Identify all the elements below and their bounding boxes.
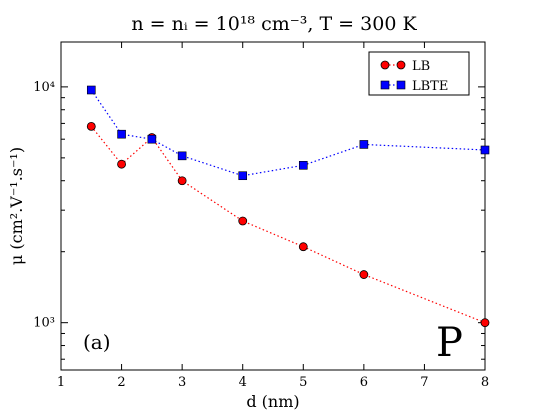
data-point-lb: [480, 318, 490, 328]
data-point-lb: [177, 176, 187, 186]
legend-marker-lb: [380, 60, 390, 70]
x-tick-label: 5: [299, 375, 307, 390]
x-axis-title: d (nm): [246, 392, 299, 411]
legend: LB LBTE: [368, 51, 470, 96]
x-tick-label: 1: [57, 375, 65, 390]
x-tick-label: 2: [117, 375, 125, 390]
data-point-lbte: [238, 171, 248, 181]
series-line-lb: [90, 126, 486, 324]
y-tick-label: 10³: [33, 316, 55, 331]
legend-label-lb: LB: [412, 59, 430, 74]
x-tick-label: 4: [239, 375, 247, 390]
data-point-lbte: [147, 134, 157, 144]
data-point-lbte: [480, 145, 490, 155]
element-annotation: P: [436, 320, 463, 366]
data-point-lb: [238, 216, 248, 226]
data-point-lb: [359, 270, 369, 279]
data-point-lbte: [298, 160, 308, 170]
x-tick-label: 3: [178, 375, 186, 390]
series-layer: [86, 85, 490, 328]
plot-area-frame: [60, 41, 486, 371]
data-point-lbte: [177, 151, 187, 161]
axis-ticks: 1 2 3 4 5 6 7 8 10³ 10⁴: [33, 42, 489, 390]
series-line-lbte: [90, 89, 486, 177]
legend-label-lbte: LBTE: [412, 79, 448, 94]
data-point-lbte: [86, 85, 96, 95]
x-tick-label: 8: [481, 375, 489, 390]
legend-marker-lbte: [396, 80, 406, 90]
x-tick-label: 6: [360, 375, 368, 390]
panel-label: (a): [83, 330, 111, 354]
y-axis-title: μ (cm².V⁻¹.s⁻¹): [7, 147, 26, 265]
data-point-lb: [117, 159, 126, 169]
x-tick-label: 7: [420, 375, 428, 390]
chart-title: n = nᵢ = 10¹⁸ cm⁻³, T = 300 K: [131, 13, 417, 35]
y-tick-label: 10⁴: [33, 80, 55, 95]
data-point-lb: [86, 121, 96, 131]
legend-marker-lb: [396, 60, 406, 70]
data-point-lbte: [359, 140, 369, 149]
legend-marker-lbte: [380, 80, 390, 90]
data-point-lb: [298, 242, 308, 252]
data-point-lbte: [117, 129, 126, 139]
